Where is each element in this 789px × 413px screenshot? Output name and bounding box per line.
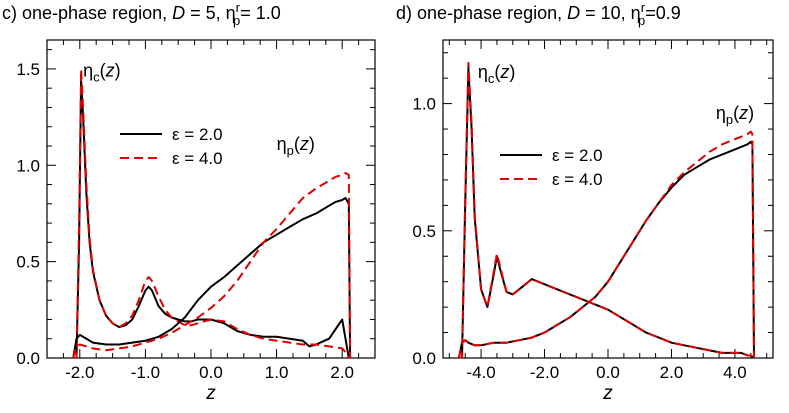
y-tick-label: 0.0 [412,349,436,368]
series-line-3 [72,197,352,358]
panel-d: -4.0 -2.0 0.0 2.0 4.0 0.0 0.5 1.0 z d) one-phase … [396,0,774,404]
series-group [72,67,352,358]
legend-label: ε = 2.0 [552,146,603,165]
annotation-eta-p: ηp(z) [277,134,315,158]
panel-title: d) one-phase region, D = 10, ηr p=0.9 [396,0,681,28]
plot-frame [46,39,376,359]
y-tick-label: 1.5 [16,60,40,79]
x-tick-label: 2.0 [330,363,354,382]
series-group [457,61,755,358]
y-tick-label: 0.0 [16,349,40,368]
y-tick-label: 1.0 [16,156,40,175]
y-tick-label: 0.5 [16,253,40,272]
series-line-1 [73,79,350,358]
x-tick-label: -4.0 [466,363,495,382]
legend-label: ε = 4.0 [172,149,223,168]
panel-c: -2.0 -1.0 0.0 1.0 2.0 0.0 0.5 1.0 1.5 z c) one-pha… [2,0,376,404]
x-tick-label: 0.0 [596,363,620,382]
y-tick-label: 0.5 [412,222,436,241]
x-tick-label: 1.0 [265,363,289,382]
legend-label: ε = 4.0 [552,170,603,189]
annotation-eta-c: ηc(z) [83,61,121,85]
annotation-eta-c: ηc(z) [478,62,516,86]
y-tick-label: 1.0 [412,95,436,114]
x-axis-label: z [205,383,216,404]
series-line-4 [72,172,352,358]
panel-title: c) one-phase region, D = 5, ηr p= 1.0 [2,0,281,28]
x-tick-label: 4.0 [723,363,747,382]
series-line-4 [457,130,755,358]
annotation-eta-p: ηp(z) [716,103,754,127]
x-tick-label: -1.0 [131,363,160,382]
x-tick-label: -2.0 [530,363,559,382]
series-line-2 [458,61,755,358]
series-line-2 [73,67,350,358]
x-tick-label: 2.0 [660,363,684,382]
legend-label: ε = 2.0 [172,125,223,144]
series-line-3 [457,140,755,358]
x-tick-label: 0.0 [199,363,223,382]
x-axis-label: z [602,383,613,404]
series-line-1 [458,67,755,358]
x-tick-label: -2.0 [65,363,94,382]
